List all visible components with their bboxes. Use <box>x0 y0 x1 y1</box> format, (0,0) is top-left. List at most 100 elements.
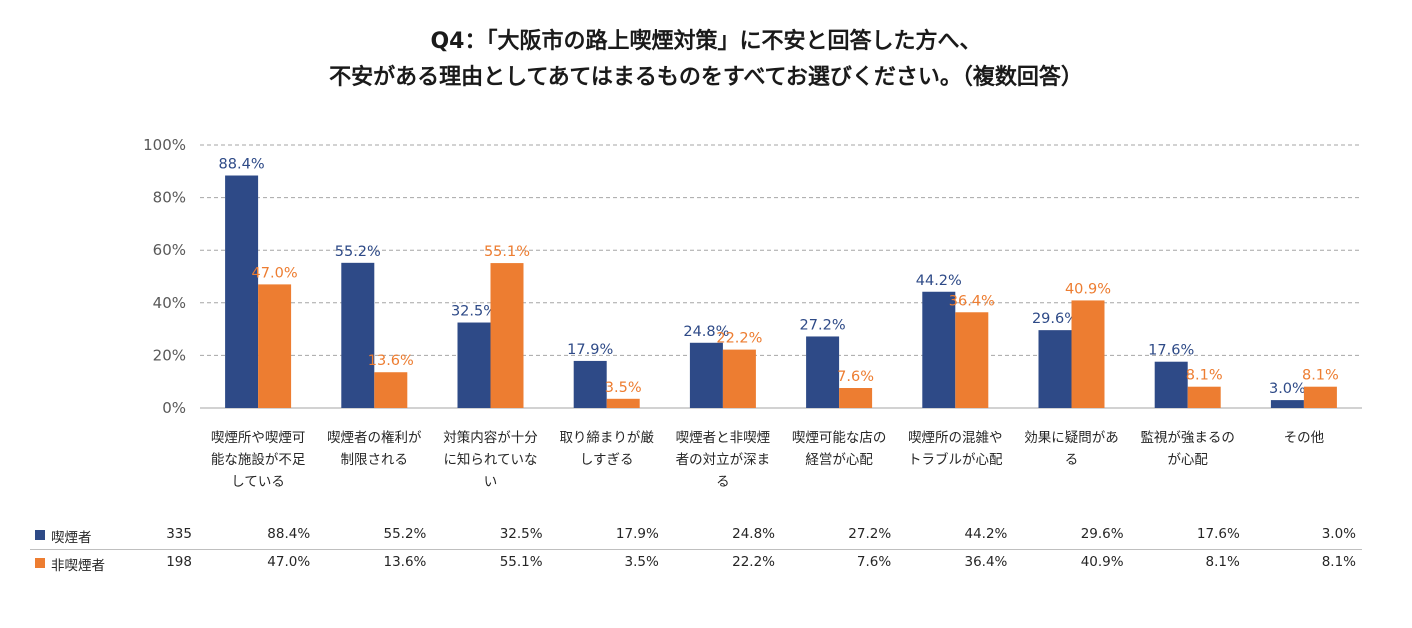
x-category-label: 喫煙所の混雑や <box>908 430 1003 446</box>
nonsmoker-bar <box>1187 386 1221 408</box>
table-cell: 8.1% <box>1321 554 1356 570</box>
y-tick-label: 60% <box>153 241 186 259</box>
table-cell: 7.6% <box>856 554 892 570</box>
smoker-data-label: 3.0% <box>1269 381 1306 397</box>
smoker-bar <box>1154 361 1188 408</box>
smoker-bar <box>806 336 840 408</box>
table-cell: 17.9% <box>615 526 659 542</box>
nonsmoker-bar <box>1071 300 1105 408</box>
nonsmoker-bar <box>955 312 989 408</box>
nonsmoker-bar <box>374 372 408 408</box>
table-cell: 47.0% <box>267 554 311 570</box>
y-tick-label: 0% <box>162 399 186 417</box>
y-tick-label: 20% <box>153 346 186 364</box>
smoker-bar <box>922 291 956 408</box>
table-cell: 29.6% <box>1080 526 1124 542</box>
x-category-label: い <box>484 474 498 490</box>
nonsmoker-data-label: 8.1% <box>1186 368 1223 384</box>
smoker-data-label: 44.2% <box>916 273 962 289</box>
table-row-nonsmoker: 非喫煙者 198 47.0% 13.6% 55.1% 3.5% 22.2% 7.6% 36.… <box>0 550 1412 576</box>
table-cell: 32.5% <box>499 526 543 542</box>
smoker-data-label: 17.6% <box>1148 343 1194 359</box>
x-category-label: 経営が心配 <box>805 452 873 468</box>
x-category-label: に知られていな <box>443 451 537 468</box>
table-cell: 8.1% <box>1205 554 1240 570</box>
smoker-bar <box>689 342 723 408</box>
table-cell: 22.2% <box>732 554 775 570</box>
chart-title-line-1: Q4：「大阪市の路上喫煙対策」に不安と回答した方へ、 <box>430 29 982 54</box>
y-tick-label: 40% <box>153 294 186 312</box>
table-divider <box>30 549 1362 550</box>
nonsmoker-data-label: 13.6% <box>368 353 414 369</box>
x-category-label: が心配 <box>1167 452 1208 468</box>
x-category-label: しすぎる <box>580 452 634 468</box>
x-category-label: る <box>1065 452 1079 468</box>
x-category-label: 喫煙者と非喫煙 <box>676 430 771 446</box>
x-category-label: 効果に疑問があ <box>1024 430 1119 446</box>
x-category-label: している <box>231 474 285 490</box>
x-category-label: 喫煙所や喫煙可 <box>211 430 306 446</box>
table-cell: 88.4% <box>267 526 311 542</box>
nonsmoker-row-label: 非喫煙者 <box>51 558 105 574</box>
data-table: 喫煙者 335 88.4% 55.2% 32.5% 17.9% 24.8% 27.2% 44… <box>0 522 1412 582</box>
x-category-label: 喫煙者の権利が <box>327 429 422 446</box>
chart-title: Q4：「大阪市の路上喫煙対策」に不安と回答した方へ、 不安がある理由としてあては… <box>0 24 1412 96</box>
x-category-label: 制限される <box>341 452 409 468</box>
smoker-data-label: 24.8% <box>683 324 729 340</box>
chart-title-line-2: 不安がある理由としてあてはまるものをすべてお選びください。（複数回答） <box>329 65 1083 90</box>
smoker-data-label: 55.2% <box>335 244 381 260</box>
y-tick-label: 80% <box>153 189 186 207</box>
nonsmoker-bar <box>722 349 756 408</box>
nonsmoker-legend-swatch <box>35 558 45 568</box>
table-cell: 55.1% <box>499 554 543 570</box>
table-cell: 17.6% <box>1196 526 1240 542</box>
x-category-label: 喫煙可能な店の <box>792 430 887 446</box>
table-cell: 55.2% <box>383 526 427 542</box>
table-cell: 3.0% <box>1321 526 1356 542</box>
smoker-bar <box>573 360 607 408</box>
x-category-label: る <box>716 474 730 490</box>
smoker-legend-swatch <box>35 530 45 540</box>
table-cell: 13.6% <box>383 554 427 570</box>
smoker-data-label: 32.5% <box>451 304 497 320</box>
smoker-bar <box>457 322 491 408</box>
nonsmoker-data-label: 47.0% <box>252 265 298 281</box>
smoker-data-label: 27.2% <box>800 317 846 333</box>
x-category-label: 取り締まりが厳 <box>559 429 654 446</box>
table-row-smoker: 喫煙者 335 88.4% 55.2% 32.5% 17.9% 24.8% 27.2% 44… <box>0 522 1412 548</box>
x-category-label: 対策内容が十分 <box>443 429 538 446</box>
nonsmoker-data-label: 36.4% <box>949 293 995 309</box>
x-category-label: トラブルが心配 <box>908 451 1003 468</box>
nonsmoker-data-label: 3.5% <box>605 380 642 396</box>
x-category-label: 能な施設が不足 <box>211 452 306 468</box>
x-category-label: その他 <box>1284 430 1325 446</box>
nonsmoker-bar <box>606 398 640 408</box>
nonsmoker-bar <box>258 284 292 408</box>
table-cell: 44.2% <box>964 526 1008 542</box>
smoker-data-label: 88.4% <box>219 157 265 173</box>
nonsmoker-data-label: 22.2% <box>716 331 762 347</box>
nonsmoker-data-label: 7.6% <box>837 369 874 385</box>
smoker-bar <box>1270 400 1304 408</box>
nonsmoker-bar <box>490 263 524 408</box>
nonsmoker-data-label: 40.9% <box>1065 281 1111 297</box>
x-category-label: 者の対立が深ま <box>676 452 771 468</box>
table-cell: 40.9% <box>1080 554 1124 570</box>
nonsmoker-data-label: 8.1% <box>1302 368 1339 384</box>
nonsmoker-sample-size: 198 <box>166 554 192 570</box>
smoker-bar <box>341 262 375 408</box>
smoker-sample-size: 335 <box>166 526 192 542</box>
nonsmoker-bar <box>839 388 873 408</box>
bar-chart: 0% 20% 40% 60% 80% 100% 88.4% 55.2% 32.5% 17.9% 24… <box>143 136 1362 490</box>
smoker-row-label: 喫煙者 <box>51 530 92 546</box>
smoker-bar <box>225 175 259 408</box>
nonsmoker-bar <box>1303 386 1337 408</box>
smoker-data-label: 17.9% <box>567 342 613 358</box>
nonsmoker-data-label: 55.1% <box>484 244 530 260</box>
x-category-label: 監視が強まるの <box>1140 429 1235 446</box>
smoker-bar <box>1038 330 1072 408</box>
table-cell: 24.8% <box>732 526 775 542</box>
table-cell: 36.4% <box>964 554 1008 570</box>
smoker-data-label: 29.6% <box>1032 311 1078 327</box>
table-cell: 27.2% <box>848 526 892 542</box>
